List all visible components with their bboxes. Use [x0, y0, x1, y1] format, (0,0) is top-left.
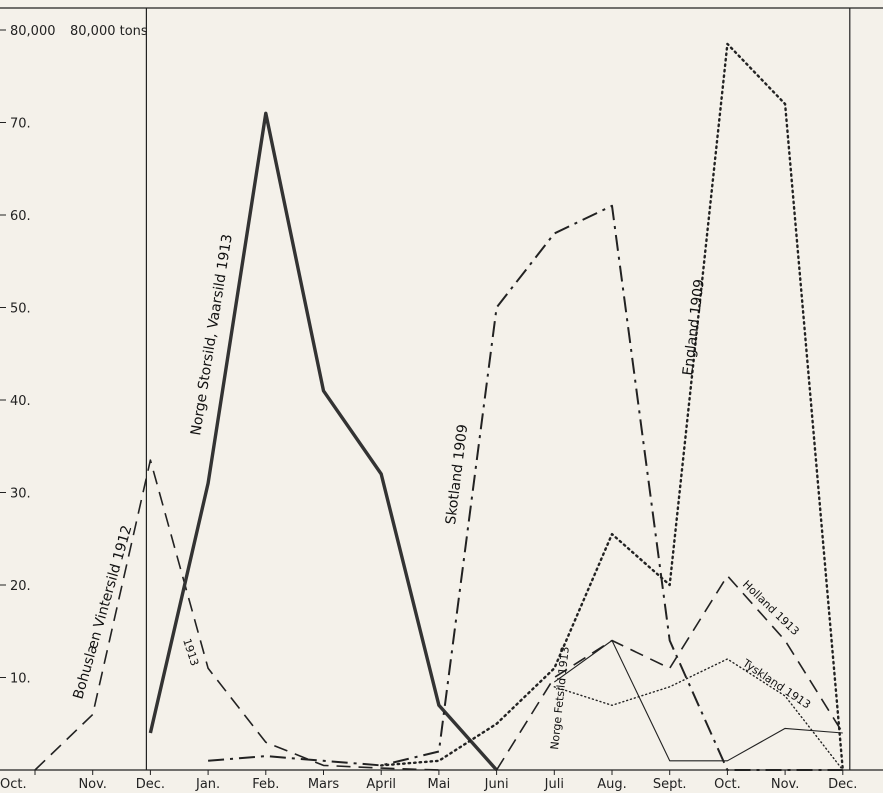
x-tick-label: Nov.	[771, 777, 800, 792]
y-axis: 80,000 70. 60. 50. 40. 30. 20. 10. 80,000 tons	[0, 24, 148, 687]
x-tick-label: Oct.	[714, 777, 741, 792]
series-labels: Bohuslæn Vintersild 1912 1913 Norge Storsi…	[70, 233, 813, 750]
series-annotation: England 1909	[680, 278, 708, 376]
y-tick-label: 40.	[10, 394, 31, 409]
series-annotation: Holland 1913	[740, 578, 802, 638]
x-tick-label: Juni	[484, 777, 509, 792]
x-axis: Oct. Nov. Dec. Jan. Feb. Mars April Mai Juni Juli…	[0, 770, 857, 792]
x-tick-label: Juli	[544, 777, 564, 792]
series-annotation: Norge Storsild, Vaarsild 1913	[188, 233, 236, 436]
x-tick-label: Aug.	[597, 777, 627, 792]
x-tick-label: Mars	[308, 777, 340, 792]
x-tick-label: Jan.	[195, 777, 220, 792]
x-tick-label: Feb.	[252, 777, 279, 792]
x-tick-label: Mai	[428, 777, 451, 792]
x-tick-label: Nov.	[78, 777, 107, 792]
series-line-2	[150, 113, 496, 770]
y-tick-label: 50.	[10, 302, 31, 317]
y-tick-label: 70.	[10, 117, 31, 132]
y-tick-label: 60.	[10, 209, 31, 224]
series-line-6	[554, 659, 843, 770]
chart-frame	[0, 8, 883, 770]
y-tick-label: 80,000	[10, 24, 56, 39]
x-tick-label: April	[366, 777, 396, 792]
y-tick-label: 30.	[10, 487, 31, 502]
series-annotation: Bohuslæn Vintersild 1912	[70, 524, 135, 702]
y-tick-label: 20.	[10, 579, 31, 594]
series-group	[35, 44, 843, 770]
series-annotation: Tyskland 1913	[739, 656, 812, 711]
y-axis-label: 80,000 tons	[70, 24, 148, 39]
series-annotation: 1913	[180, 637, 201, 668]
x-tick-label: Sept.	[653, 777, 687, 792]
x-tick-label: Dec.	[828, 777, 857, 792]
x-tick-label: Dec.	[136, 777, 165, 792]
y-tick-label: 10.	[10, 672, 31, 687]
series-annotation: Skotland 1909	[443, 423, 471, 525]
x-tick-label: Oct.	[0, 777, 27, 792]
series-annotation: Norge Fetsild 1913	[548, 646, 572, 750]
